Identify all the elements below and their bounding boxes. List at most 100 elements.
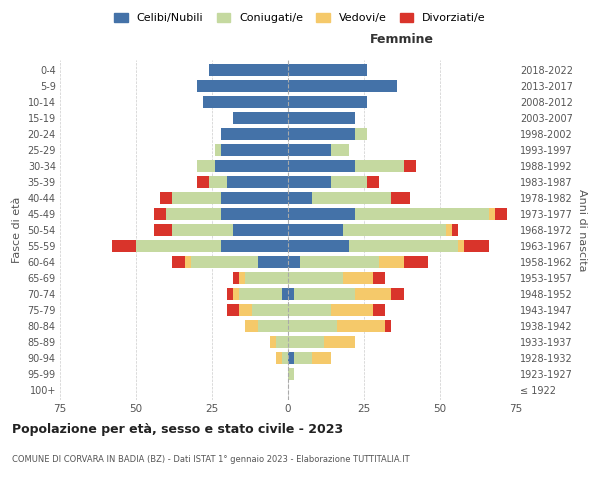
Bar bbox=[288, 224, 343, 236]
Bar bbox=[452, 224, 458, 236]
Bar bbox=[215, 144, 221, 156]
Bar bbox=[288, 352, 294, 364]
Bar bbox=[355, 288, 391, 300]
Bar bbox=[221, 208, 288, 220]
Bar bbox=[385, 320, 391, 332]
Bar bbox=[288, 80, 397, 92]
Bar bbox=[446, 224, 452, 236]
Legend: Celibi/Nubili, Coniugati/e, Vedovi/e, Divorziati/e: Celibi/Nubili, Coniugati/e, Vedovi/e, Di… bbox=[110, 8, 490, 28]
Bar bbox=[282, 352, 288, 364]
Bar bbox=[355, 160, 404, 172]
Bar bbox=[209, 176, 227, 188]
Bar bbox=[355, 128, 367, 140]
Bar bbox=[288, 96, 367, 108]
Bar bbox=[288, 128, 355, 140]
Bar bbox=[288, 160, 355, 172]
Bar bbox=[257, 256, 288, 268]
Bar bbox=[404, 160, 416, 172]
Bar bbox=[215, 160, 288, 172]
Bar bbox=[172, 224, 233, 236]
Bar bbox=[300, 256, 379, 268]
Bar bbox=[136, 240, 221, 252]
Y-axis label: Fasce di età: Fasce di età bbox=[12, 197, 22, 263]
Bar bbox=[379, 256, 404, 268]
Bar bbox=[488, 208, 495, 220]
Bar bbox=[112, 240, 136, 252]
Bar bbox=[337, 320, 385, 332]
Bar bbox=[464, 240, 488, 252]
Bar bbox=[313, 352, 331, 364]
Bar bbox=[343, 224, 446, 236]
Bar bbox=[233, 112, 288, 124]
Bar bbox=[325, 336, 355, 348]
Bar bbox=[197, 160, 215, 172]
Bar bbox=[233, 224, 288, 236]
Bar bbox=[209, 64, 288, 76]
Bar bbox=[245, 272, 288, 284]
Bar bbox=[373, 272, 385, 284]
Bar bbox=[495, 208, 507, 220]
Bar bbox=[331, 176, 367, 188]
Bar bbox=[373, 304, 385, 316]
Bar bbox=[227, 176, 288, 188]
Bar bbox=[288, 368, 294, 380]
Bar bbox=[251, 304, 288, 316]
Bar bbox=[233, 272, 239, 284]
Bar bbox=[276, 336, 288, 348]
Bar bbox=[221, 240, 288, 252]
Bar bbox=[313, 192, 391, 204]
Bar bbox=[343, 272, 373, 284]
Bar bbox=[391, 192, 410, 204]
Bar bbox=[166, 208, 221, 220]
Bar bbox=[288, 208, 355, 220]
Bar bbox=[458, 240, 464, 252]
Bar bbox=[239, 272, 245, 284]
Bar bbox=[288, 320, 337, 332]
Bar bbox=[221, 144, 288, 156]
Bar bbox=[227, 304, 239, 316]
Bar bbox=[227, 288, 233, 300]
Bar bbox=[197, 176, 209, 188]
Bar bbox=[331, 304, 373, 316]
Bar bbox=[221, 128, 288, 140]
Bar bbox=[257, 320, 288, 332]
Bar bbox=[288, 64, 367, 76]
Bar bbox=[288, 144, 331, 156]
Bar bbox=[221, 192, 288, 204]
Bar bbox=[191, 256, 257, 268]
Bar bbox=[288, 240, 349, 252]
Text: Popolazione per età, sesso e stato civile - 2023: Popolazione per età, sesso e stato civil… bbox=[12, 422, 343, 436]
Bar bbox=[288, 272, 343, 284]
Bar bbox=[172, 192, 221, 204]
Bar bbox=[288, 176, 331, 188]
Bar bbox=[404, 256, 428, 268]
Bar bbox=[288, 288, 294, 300]
Bar bbox=[239, 288, 282, 300]
Bar bbox=[331, 144, 349, 156]
Bar bbox=[288, 336, 325, 348]
Bar bbox=[245, 320, 257, 332]
Bar bbox=[355, 208, 488, 220]
Bar bbox=[233, 288, 239, 300]
Bar bbox=[203, 96, 288, 108]
Bar bbox=[288, 112, 355, 124]
Bar bbox=[294, 352, 313, 364]
Bar bbox=[282, 288, 288, 300]
Bar bbox=[270, 336, 276, 348]
Bar bbox=[288, 192, 313, 204]
Bar bbox=[172, 256, 185, 268]
Bar bbox=[367, 176, 379, 188]
Text: COMUNE DI CORVARA IN BADIA (BZ) - Dati ISTAT 1° gennaio 2023 - Elaborazione TUTT: COMUNE DI CORVARA IN BADIA (BZ) - Dati I… bbox=[12, 455, 410, 464]
Bar bbox=[288, 304, 331, 316]
Bar bbox=[185, 256, 191, 268]
Bar bbox=[154, 224, 172, 236]
Bar bbox=[160, 192, 172, 204]
Bar bbox=[391, 288, 404, 300]
Bar bbox=[294, 288, 355, 300]
Y-axis label: Anni di nascita: Anni di nascita bbox=[577, 188, 587, 271]
Text: Femmine: Femmine bbox=[370, 34, 434, 46]
Bar bbox=[239, 304, 251, 316]
Bar bbox=[154, 208, 166, 220]
Bar bbox=[349, 240, 458, 252]
Bar bbox=[288, 256, 300, 268]
